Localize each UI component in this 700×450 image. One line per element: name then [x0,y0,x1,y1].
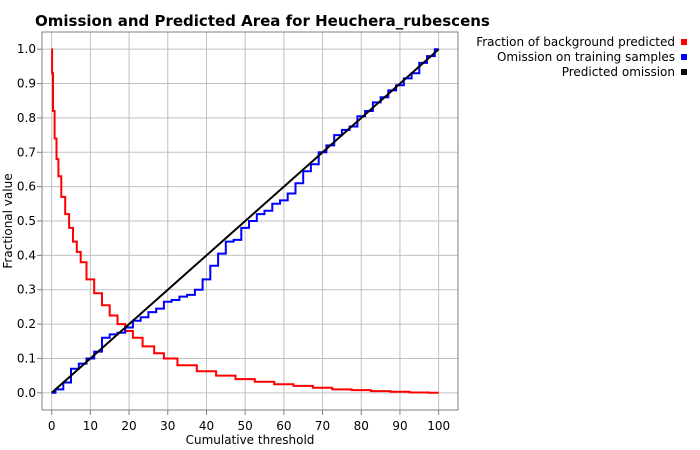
x-tick-label: 70 [315,419,330,433]
x-tick-label: 30 [160,419,175,433]
x-tick-label: 10 [83,419,98,433]
legend-swatch-2 [681,69,687,75]
x-tick-label: 20 [121,419,136,433]
y-tick-label: 0.1 [17,351,36,365]
legend-label-2: Predicted omission [562,65,675,79]
series-lines [51,48,440,394]
y-tick-label: 0.9 [17,77,36,91]
legend-swatch-0 [681,39,687,45]
y-tick-label: 0.4 [17,248,36,262]
y-tick-label: 0.7 [17,145,36,159]
y-axis-ticks: 0.0 0.1 0.2 0.3 0.4 0.5 0.6 0.7 0.8 0.9 1.0 [17,42,42,400]
x-tick-label: 0 [48,419,56,433]
x-axis-label: Cumulative threshold [186,433,315,447]
x-tick-label: 60 [276,419,291,433]
x-tick-label: 90 [392,419,407,433]
x-tick-label: 40 [199,419,214,433]
gridlines [42,32,458,410]
legend: Fraction of background predictedOmission… [476,35,687,79]
legend-label-0: Fraction of background predicted [476,35,675,49]
series-line-2 [51,48,440,394]
x-tick-label: 80 [354,419,369,433]
y-tick-label: 0.6 [17,180,36,194]
y-tick-label: 0.5 [17,214,36,228]
x-tick-label: 50 [238,419,253,433]
y-tick-label: 0.3 [17,283,36,297]
x-axis-ticks: 0 10 20 30 40 50 60 70 80 90 100 [48,410,450,433]
y-axis-label: Fractional value [1,173,15,268]
legend-label-1: Omission on training samples [497,50,675,64]
series-line-0 [51,48,439,394]
y-tick-label: 0.8 [17,111,36,125]
legend-swatch-1 [681,54,687,60]
y-tick-label: 0.2 [17,317,36,331]
y-tick-label: 0.0 [17,386,36,400]
chart-title: Omission and Predicted Area for Heuchera… [35,12,490,30]
y-tick-label: 1.0 [17,42,36,56]
x-tick-label: 100 [427,419,450,433]
